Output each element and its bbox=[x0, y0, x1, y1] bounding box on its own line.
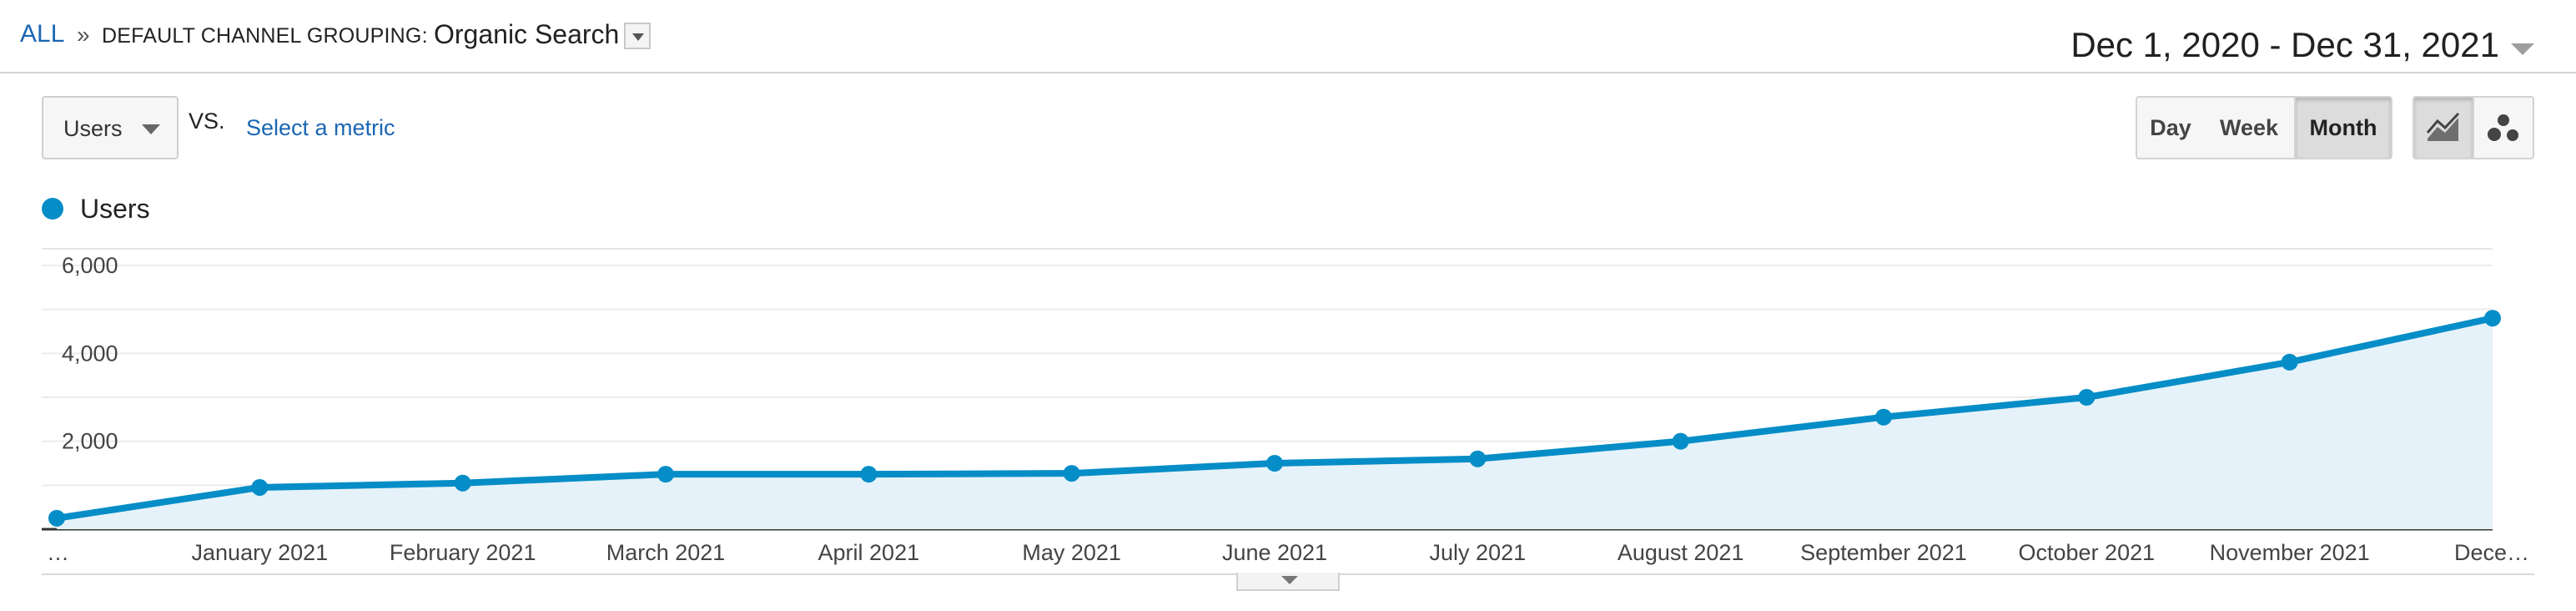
y-tick-label: 6,000 bbox=[62, 253, 118, 278]
y-tick-label: 4,000 bbox=[62, 341, 118, 366]
line-chart-icon bbox=[2426, 112, 2460, 141]
users-area-fill bbox=[57, 318, 2493, 529]
x-tick-label: March 2021 bbox=[606, 540, 726, 565]
x-tick-label: September 2021 bbox=[1800, 540, 1967, 565]
chart-points bbox=[48, 310, 2501, 527]
breadcrumb-all-link[interactable]: ALL bbox=[20, 20, 65, 48]
data-point[interactable] bbox=[1672, 432, 1689, 450]
x-tick-label: February 2021 bbox=[390, 540, 536, 565]
vs-label: VS. bbox=[189, 109, 225, 134]
breadcrumb-separator: » bbox=[77, 22, 90, 48]
metric-select[interactable]: Users bbox=[42, 96, 179, 159]
data-point[interactable] bbox=[251, 478, 269, 496]
x-tick-label: July 2021 bbox=[1430, 540, 1527, 565]
x-tick-label: Dece… bbox=[2454, 540, 2529, 565]
motion-chart-icon bbox=[2488, 114, 2518, 141]
breadcrumb-dimension-value: Organic Search bbox=[434, 19, 620, 49]
data-point[interactable] bbox=[1063, 465, 1080, 482]
header-divider bbox=[0, 72, 2576, 73]
x-tick-label: August 2021 bbox=[1618, 540, 1744, 565]
date-range-caret-icon[interactable] bbox=[2511, 43, 2534, 55]
x-tick-label: January 2021 bbox=[192, 540, 329, 565]
x-tick-label: April 2021 bbox=[818, 540, 920, 565]
y-tick-label: 2,000 bbox=[62, 429, 118, 454]
data-point[interactable] bbox=[2281, 353, 2298, 371]
data-point[interactable] bbox=[48, 509, 65, 527]
y-axis-tick-labels: 6,000 4,000 2,000 bbox=[62, 253, 118, 454]
x-tick-label: June 2021 bbox=[1222, 540, 1327, 565]
select-metric-link[interactable]: Select a metric bbox=[246, 115, 395, 140]
x-tick-label: … bbox=[47, 540, 69, 565]
x-axis-tick-labels: … January 2021 February 2021 March 2021 Apri… bbox=[47, 540, 2529, 565]
x-tick-label: November 2021 bbox=[2210, 540, 2370, 565]
collapse-chart-tab[interactable] bbox=[1236, 573, 1340, 591]
data-point[interactable] bbox=[454, 474, 471, 492]
motion-chart-view-button[interactable] bbox=[2473, 96, 2534, 159]
breadcrumb-dimension-label: DEFAULT CHANNEL GROUPING: bbox=[102, 24, 428, 48]
granularity-week-button[interactable]: Week bbox=[2204, 96, 2296, 159]
x-tick-label: May 2021 bbox=[1022, 540, 1121, 565]
date-range-picker[interactable]: Dec 1, 2020 - Dec 31, 2021 bbox=[2070, 25, 2499, 64]
data-point[interactable] bbox=[1469, 450, 1487, 467]
breadcrumb-dropdown-button[interactable] bbox=[624, 23, 651, 49]
data-point[interactable] bbox=[2078, 389, 2096, 406]
data-point[interactable] bbox=[860, 466, 878, 483]
data-point[interactable] bbox=[2484, 310, 2501, 327]
chart-area-layer bbox=[57, 318, 2493, 529]
x-tick-label: October 2021 bbox=[2019, 540, 2156, 565]
legend-users-swatch bbox=[42, 198, 63, 220]
granularity-month-button[interactable]: Month bbox=[2294, 96, 2392, 159]
data-point[interactable] bbox=[657, 466, 674, 483]
data-point[interactable] bbox=[1875, 408, 1892, 426]
legend-users-label: Users bbox=[80, 194, 150, 224]
metric-select-label: Users bbox=[63, 116, 123, 141]
data-point[interactable] bbox=[1266, 455, 1283, 472]
chevron-down-icon bbox=[142, 124, 160, 134]
chevron-down-icon bbox=[1281, 576, 1298, 584]
